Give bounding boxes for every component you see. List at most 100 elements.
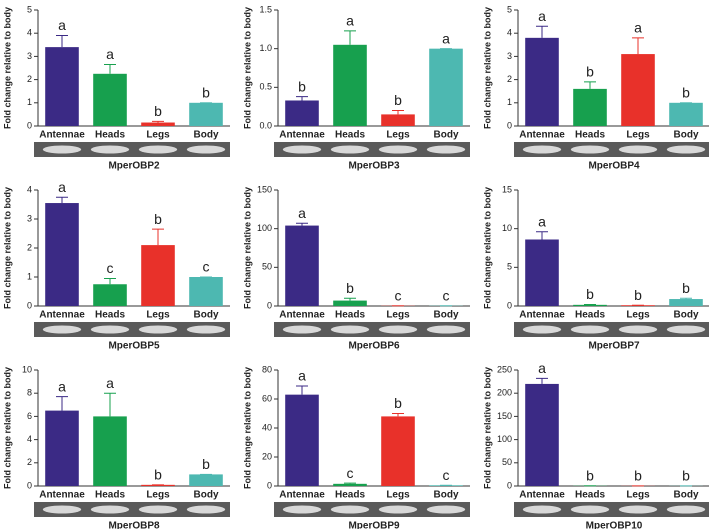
bar [669,299,703,306]
y-tick-label: 15 [502,184,512,194]
error-bar [152,228,164,246]
error-bar [56,196,68,204]
significance-letter: a [58,17,66,33]
gel-band [378,325,418,334]
gel-band [522,505,562,514]
x-tick-label: Legs [626,490,650,501]
y-tick-label: 0 [507,300,512,310]
y-tick-label: 0 [507,480,512,490]
gel-strip [514,502,709,517]
x-tick-label: Heads [95,310,125,321]
gel-strip [34,502,230,517]
significance-letter: a [442,30,450,46]
significance-letter: a [106,46,114,62]
gel-strip [274,322,470,337]
x-tick-label: Antennae [279,490,325,501]
significance-letter: b [634,468,642,484]
y-tick-label: 4 [507,28,512,38]
error-bar [344,482,356,484]
y-axis-label: Fold change relative to body [2,7,12,129]
panel-title: MperOBP10 [586,521,643,529]
x-tick-label: Body [674,490,699,501]
y-tick-label: 2 [27,457,32,467]
x-tick-label: Body [194,130,219,141]
error-bar [536,25,548,38]
significance-letter: a [298,205,306,221]
y-axis-label: Fold change relative to body [242,367,252,489]
gel-band [186,505,226,514]
x-tick-label: Heads [335,310,365,321]
gel-band [42,325,82,334]
panel-title: MperOBP8 [108,521,160,529]
x-tick-label: Body [194,490,219,501]
significance-letter: a [58,378,66,394]
y-tick-label: 8 [27,388,32,398]
error-bar [536,231,548,240]
x-tick-label: Antennae [39,490,85,501]
x-tick-label: Body [434,310,459,321]
gel-strip [514,142,709,157]
gel-band [570,505,610,514]
significance-letter: b [394,395,402,411]
gel-band [90,505,130,514]
error-bar [344,30,356,45]
significance-letter: c [443,287,450,303]
gel-band [90,325,130,334]
x-tick-label: Body [674,130,699,141]
gel-band [138,145,178,154]
gel-strip [34,142,230,157]
gel-strip [514,322,709,337]
x-tick-label: Heads [335,490,365,501]
significance-letter: b [634,287,642,303]
significance-letter: b [586,286,594,302]
significance-letter: a [538,213,546,229]
y-tick-label: 100 [257,223,272,233]
bar [141,245,175,306]
significance-letter: a [346,13,354,29]
y-tick-label: 0 [27,480,32,490]
bar [333,44,367,126]
bar [45,410,79,486]
panel-title: MperOBP7 [588,341,640,352]
y-tick-label: 10 [22,364,32,374]
significance-letter: c [107,260,114,276]
gel-band [330,505,370,514]
bar [141,484,175,486]
y-axis-label: Fold change relative to body [2,187,12,309]
error-bar [296,222,308,226]
error-bar [104,277,116,285]
y-tick-label: 3 [27,213,32,223]
gel-band [138,325,178,334]
significance-letter: b [202,456,210,472]
significance-letter: b [682,468,690,484]
significance-letter: c [395,287,402,303]
y-tick-label: 0 [267,480,272,490]
bar [333,300,367,306]
y-tick-label: 50 [502,457,512,467]
y-tick-label: 1.5 [259,4,272,14]
gel-band [378,145,418,154]
error-bar [56,35,68,48]
gel-band [570,325,610,334]
gel-band [138,505,178,514]
bar [429,48,463,126]
y-tick-label: 1 [507,97,512,107]
y-tick-label: 80 [262,364,272,374]
bar [381,416,415,486]
gel-band [378,505,418,514]
significance-letter: b [394,92,402,108]
error-bar [104,64,116,74]
y-tick-label: 100 [497,434,512,444]
x-tick-label: Legs [626,310,650,321]
y-tick-label: 6 [27,411,32,421]
x-tick-label: Legs [386,310,410,321]
y-tick-label: 5 [27,4,32,14]
bar [525,383,559,486]
significance-letter: a [58,179,66,195]
y-tick-label: 2 [27,242,32,252]
y-tick-label: 150 [257,184,272,194]
gel-band [522,325,562,334]
x-tick-label: Legs [386,130,410,141]
x-tick-label: Antennae [279,130,325,141]
